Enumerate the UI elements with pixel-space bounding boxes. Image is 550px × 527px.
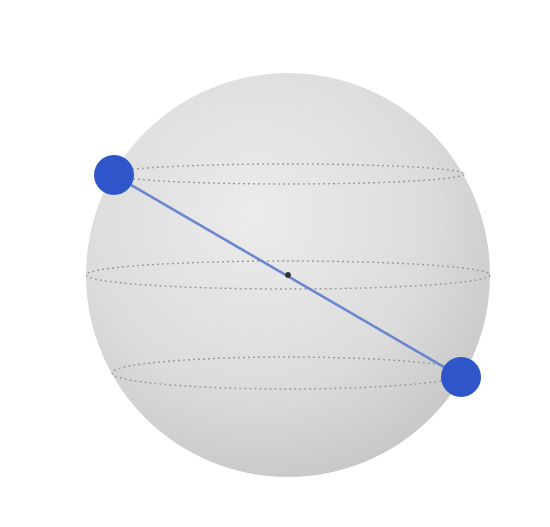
center-point [285,272,291,278]
latitude-ring-equator [85,260,491,290]
endpoint-upper-left[interactable] [94,155,134,195]
endpoint-lower-right[interactable] [441,357,481,397]
latitude-ring-upper [111,163,465,185]
